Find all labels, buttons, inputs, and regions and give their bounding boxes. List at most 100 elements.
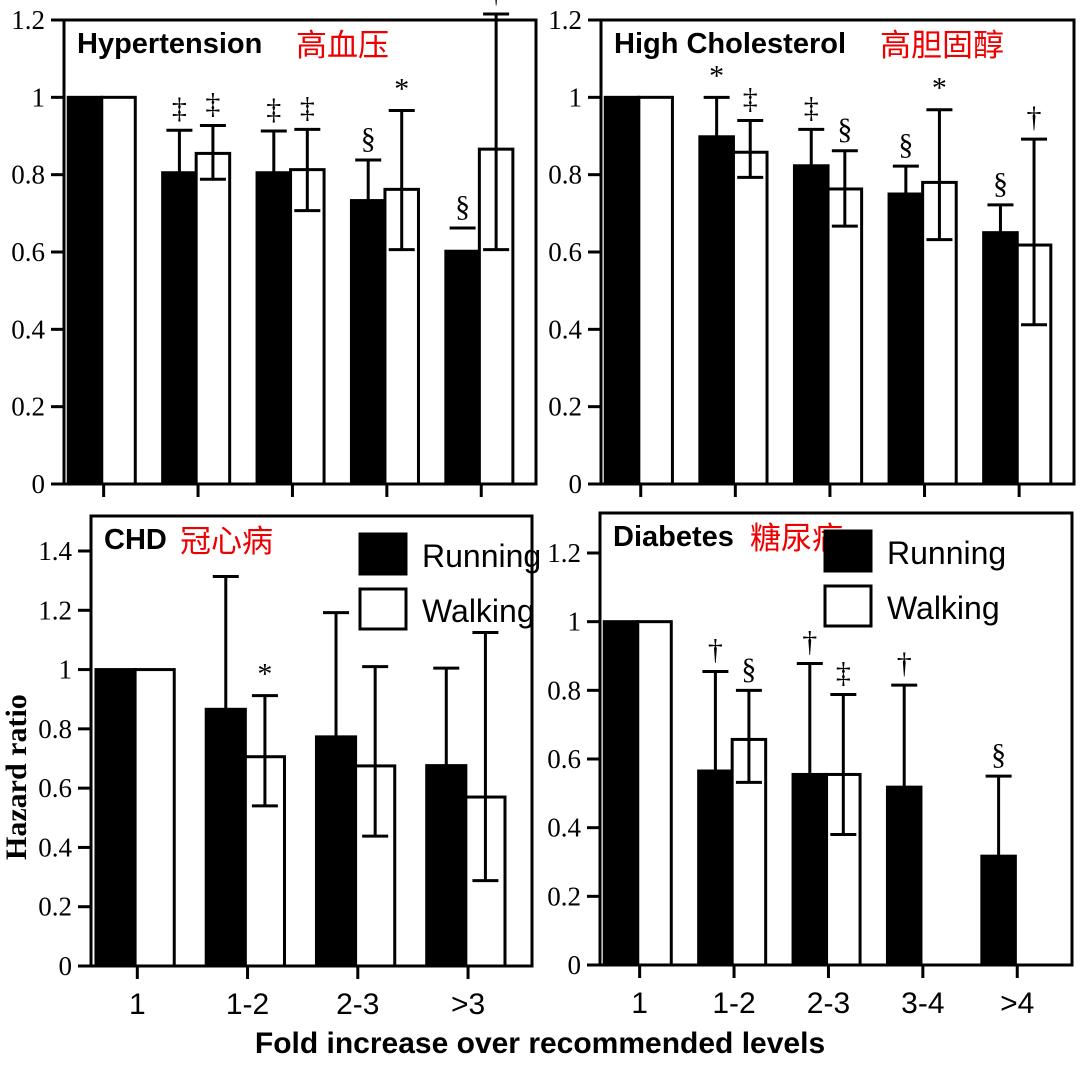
y-tick-label-top-left-5: 1 [32,82,46,112]
y-tick-label-top-left-0: 0 [32,469,46,499]
y-tick-label-top-right-3: 0.6 [548,237,582,267]
significance-marker-walking-bottom-left-1: * [257,658,272,691]
x-tick-label-bottom-left-3: >3 [451,988,485,1021]
bar-running-bottom-left-1 [204,707,247,968]
bar-walking-top-left-1 [194,151,232,486]
y-tick-label-top-right-2: 0.4 [548,314,582,344]
bar-running-top-right-4 [982,231,1019,486]
significance-marker-running-top-right-2: ‡ [804,91,819,124]
x-tick-label-bottom-left-2: 2-3 [336,988,379,1021]
bar-running-top-right-3 [887,192,925,486]
panel-title-top-right: High Cholesterol [614,28,846,60]
bar-running-bottom-left-0 [94,668,137,968]
significance-marker-walking-bottom-right-1: § [741,652,756,685]
y-tick-label-bottom-right-0: 0 [568,950,582,980]
bar-walking-bottom-right-1 [730,737,768,967]
bar-running-top-right-1 [698,135,735,486]
y-tick-label-top-left-6: 1.2 [11,5,45,35]
y-tick-label-bottom-left-5: 1 [59,655,73,685]
x-tick-label-bottom-right-3: 3-4 [901,987,944,1020]
panel-frame-bottom-left [89,514,534,968]
y-tick-label-top-right-4: 0.8 [548,160,582,190]
significance-marker-walking-top-left-4: † [489,0,504,9]
significance-marker-running-top-left-3: § [361,122,376,155]
bar-walking-top-right-1 [731,150,769,486]
significance-marker-running-top-right-1: * [709,59,724,92]
panel-title-bottom-left: CHD [104,524,167,556]
significance-marker-walking-top-left-1: ‡ [205,88,220,121]
significance-marker-running-bottom-right-4: § [991,738,1006,771]
bar-walking-top-left-2 [289,168,326,486]
legend-label-walking-bottom-right: Walking [887,590,1000,626]
significance-marker-running-top-right-4: § [993,167,1008,200]
significance-marker-running-top-left-1: ‡ [172,92,187,125]
bar-walking-top-right-2 [826,187,864,486]
significance-marker-running-bottom-right-2: † [802,626,817,659]
y-tick-label-top-left-4: 0.8 [11,160,45,190]
bar-running-bottom-right-1 [697,769,734,967]
bar-walking-bottom-left-0 [133,668,176,968]
y-tick-label-bottom-left-6: 1.2 [38,595,72,625]
panel-title-bottom-right: Diabetes [613,521,734,553]
y-tick-label-bottom-right-4: 0.8 [547,675,581,705]
x-tick-label-bottom-left-1: 1-2 [226,988,269,1021]
significance-marker-walking-top-right-2: § [837,113,852,146]
y-tick-label-top-left-2: 0.4 [11,314,45,344]
bar-running-top-right-2 [792,164,830,486]
bar-running-top-left-1 [161,171,198,486]
significance-marker-walking-top-left-3: * [394,72,409,105]
legend-swatch-walking-bottom-left [358,587,408,631]
y-tick-label-bottom-left-2: 0.4 [38,832,72,862]
y-tick-label-bottom-left-7: 1.4 [38,536,72,566]
bar-running-bottom-right-0 [602,620,640,967]
legend-swatch-walking-bottom-right [823,584,873,628]
y-tick-label-top-right-6: 1.2 [548,5,582,35]
legend-swatch-running-bottom-left [358,532,408,576]
bar-walking-top-left-0 [100,95,137,486]
y-tick-label-bottom-right-5: 1 [568,607,582,637]
y-tick-label-bottom-left-1: 0.2 [38,892,72,922]
x-axis-label: Fold increase over recommended levels [255,1027,825,1060]
x-tick-label-bottom-right-2: 2-3 [807,987,850,1020]
y-tick-label-bottom-left-4: 0.8 [38,714,72,744]
bar-running-top-left-2 [255,171,293,486]
bar-running-bottom-right-4 [980,854,1017,967]
y-tick-label-bottom-right-6: 1.2 [547,538,581,568]
significance-marker-running-top-left-2: ‡ [266,93,281,126]
y-tick-label-bottom-left-0: 0 [59,951,73,981]
x-tick-label-bottom-right-1: 1-2 [712,987,755,1020]
legend-label-running-bottom-right: Running [887,535,1006,571]
x-tick-label-bottom-right-4: >4 [1000,987,1034,1020]
significance-marker-running-top-right-3: § [898,128,913,161]
significance-marker-walking-top-right-1: ‡ [743,83,758,116]
bar-walking-top-right-0 [637,95,674,486]
significance-marker-walking-bottom-right-2: ‡ [836,656,851,689]
bar-running-bottom-left-2 [314,735,358,968]
panel-title-top-left: Hypertension [77,28,262,60]
y-tick-label-bottom-right-1: 0.2 [547,881,581,911]
y-tick-label-bottom-right-3: 0.6 [547,744,581,774]
y-tick-label-bottom-right-2: 0.4 [547,813,581,843]
legend-swatch-running-bottom-right [823,529,873,573]
panel-title-cn-top-left: 高血压 [296,28,389,64]
legend-label-running-bottom-left: Running [422,538,541,574]
y-tick-label-top-right-1: 0.2 [548,392,582,422]
y-tick-label-bottom-left-3: 0.6 [38,773,72,803]
bar-running-bottom-right-2 [791,772,829,967]
significance-marker-running-top-left-4: § [455,190,470,223]
significance-marker-running-bottom-right-1: † [708,633,723,666]
bar-running-top-left-0 [66,95,104,486]
bar-running-top-left-4 [444,249,481,486]
significance-marker-walking-top-right-4: † [1027,101,1042,134]
panel-title-cn-top-right: 高胆固醇 [880,28,1004,64]
bar-running-bottom-right-3 [885,785,923,967]
y-axis-label: Hazard ratio [0,694,33,860]
y-tick-label-top-right-0: 0 [569,469,583,499]
bar-walking-bottom-right-0 [636,620,673,967]
y-tick-label-top-right-5: 1 [569,82,583,112]
significance-marker-running-bottom-right-3: † [897,647,912,680]
panel-title-cn-bottom-left: 冠心病 [180,524,273,560]
significance-marker-walking-top-left-2: ‡ [300,91,315,124]
